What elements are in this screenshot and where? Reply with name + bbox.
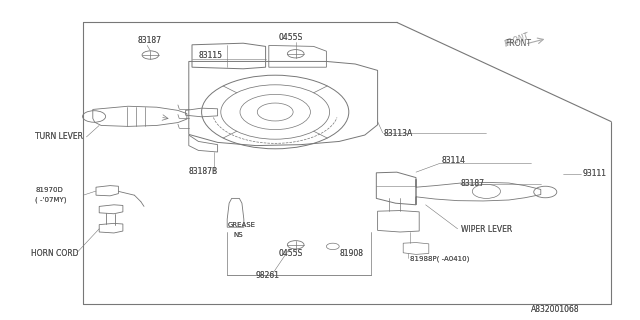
Text: 83113A: 83113A — [384, 129, 413, 138]
Text: ( -’07MY): ( -’07MY) — [35, 196, 67, 203]
Text: 98261: 98261 — [256, 271, 280, 280]
Text: TURN LEVER: TURN LEVER — [35, 132, 83, 141]
Text: 81908: 81908 — [339, 249, 364, 258]
Text: 0455S: 0455S — [278, 33, 303, 42]
Text: 83115: 83115 — [198, 51, 223, 60]
Text: 83113A: 83113A — [384, 129, 413, 138]
Text: FRONT: FRONT — [504, 32, 531, 49]
Text: WIPER LEVER: WIPER LEVER — [461, 225, 512, 234]
Text: 83187B: 83187B — [189, 167, 218, 176]
Text: 83114: 83114 — [442, 156, 466, 165]
Text: FRONT: FRONT — [506, 39, 532, 48]
Text: HORN CORD: HORN CORD — [31, 249, 78, 258]
Text: 83187: 83187 — [461, 179, 485, 188]
Text: 0455S: 0455S — [278, 249, 303, 258]
Text: NS: NS — [234, 232, 243, 238]
Text: NS: NS — [234, 232, 243, 238]
Text: HORN CORD: HORN CORD — [31, 249, 78, 258]
Text: 81988P( -A0410): 81988P( -A0410) — [410, 256, 469, 262]
Text: 93111: 93111 — [582, 169, 607, 178]
Text: A832001068: A832001068 — [531, 305, 580, 314]
Text: 83187: 83187 — [138, 36, 161, 45]
Text: WIPER LEVER: WIPER LEVER — [461, 225, 512, 234]
Text: 0455S: 0455S — [278, 33, 303, 42]
Text: 0455S: 0455S — [278, 249, 303, 258]
Text: TURN LEVER: TURN LEVER — [35, 132, 83, 141]
Text: 81970D: 81970D — [35, 187, 63, 193]
Text: 83187: 83187 — [138, 36, 161, 45]
Text: 83114: 83114 — [442, 156, 466, 165]
Text: ( -'07MY): ( -'07MY) — [35, 196, 67, 203]
Text: GREASE: GREASE — [227, 222, 255, 228]
Text: 81908: 81908 — [339, 249, 364, 258]
Text: 83187: 83187 — [461, 179, 485, 188]
Text: 81970D: 81970D — [35, 187, 63, 193]
Text: A832001068: A832001068 — [531, 305, 580, 314]
Text: GREASE: GREASE — [227, 222, 255, 228]
Text: 83115: 83115 — [198, 51, 223, 60]
Text: 83187B: 83187B — [189, 167, 218, 176]
Text: 98261: 98261 — [256, 271, 280, 280]
Text: 81988P( -A0410): 81988P( -A0410) — [410, 256, 469, 262]
Text: 93111: 93111 — [582, 169, 607, 178]
